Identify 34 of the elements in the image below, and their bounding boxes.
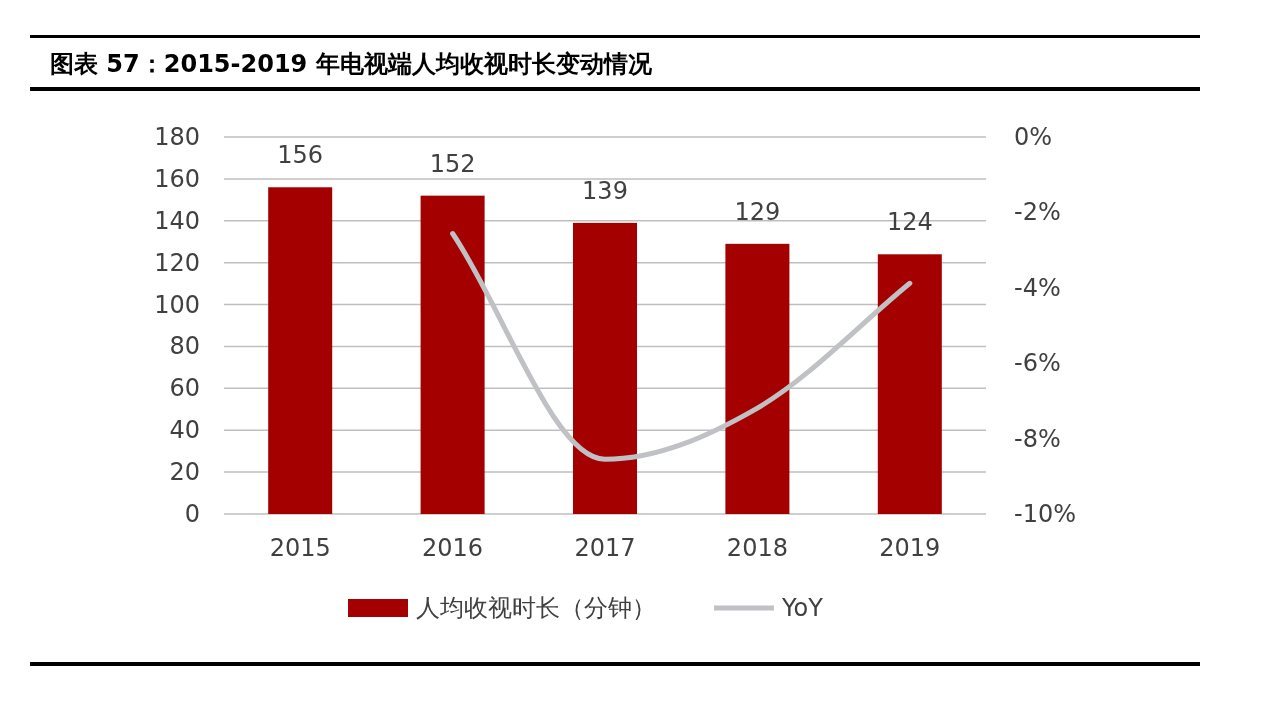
y2-tick-label: -4% bbox=[1014, 273, 1061, 302]
y2-tick-label: -2% bbox=[1014, 198, 1061, 227]
data-label: 156 bbox=[277, 141, 324, 170]
bar bbox=[877, 254, 942, 514]
y-tick-label: 180 bbox=[154, 123, 200, 151]
data-label: 129 bbox=[734, 197, 781, 226]
y-tick-label: 100 bbox=[154, 290, 200, 319]
bar bbox=[268, 187, 333, 514]
legend-label: YoY bbox=[781, 594, 824, 622]
y-tick-label: 0 bbox=[184, 500, 200, 528]
x-tick-label: 2016 bbox=[422, 534, 484, 562]
y-tick-label: 40 bbox=[169, 416, 200, 445]
bar bbox=[573, 222, 637, 514]
y-tick-label: 140 bbox=[154, 206, 200, 235]
data-label: 139 bbox=[582, 176, 628, 205]
bar bbox=[420, 195, 485, 514]
x-tick-label: 2015 bbox=[269, 534, 331, 562]
y-tick-label: 60 bbox=[169, 374, 200, 403]
data-label: 152 bbox=[429, 149, 476, 178]
legend-label: 人均收视时长（分钟） bbox=[416, 594, 656, 622]
y2-tick-label: 0% bbox=[1014, 123, 1053, 151]
y-tick-label: 80 bbox=[169, 332, 200, 361]
x-tick-label: 2019 bbox=[879, 534, 941, 562]
y2-tick-label: -10% bbox=[1014, 500, 1077, 528]
x-tick-label: 2018 bbox=[726, 534, 788, 562]
y2-tick-label: -8% bbox=[1014, 424, 1061, 453]
y-tick-label: 120 bbox=[154, 248, 200, 277]
y2-tick-label: -6% bbox=[1014, 349, 1061, 378]
bar bbox=[725, 243, 790, 514]
y-tick-label: 160 bbox=[154, 164, 200, 193]
chart-title: 图表 57：2015-2019 年电视端人均收视时长变动情况 bbox=[50, 50, 653, 78]
data-label: 124 bbox=[886, 208, 933, 237]
x-tick-label: 2017 bbox=[574, 534, 636, 562]
y-tick-label: 20 bbox=[169, 458, 200, 487]
